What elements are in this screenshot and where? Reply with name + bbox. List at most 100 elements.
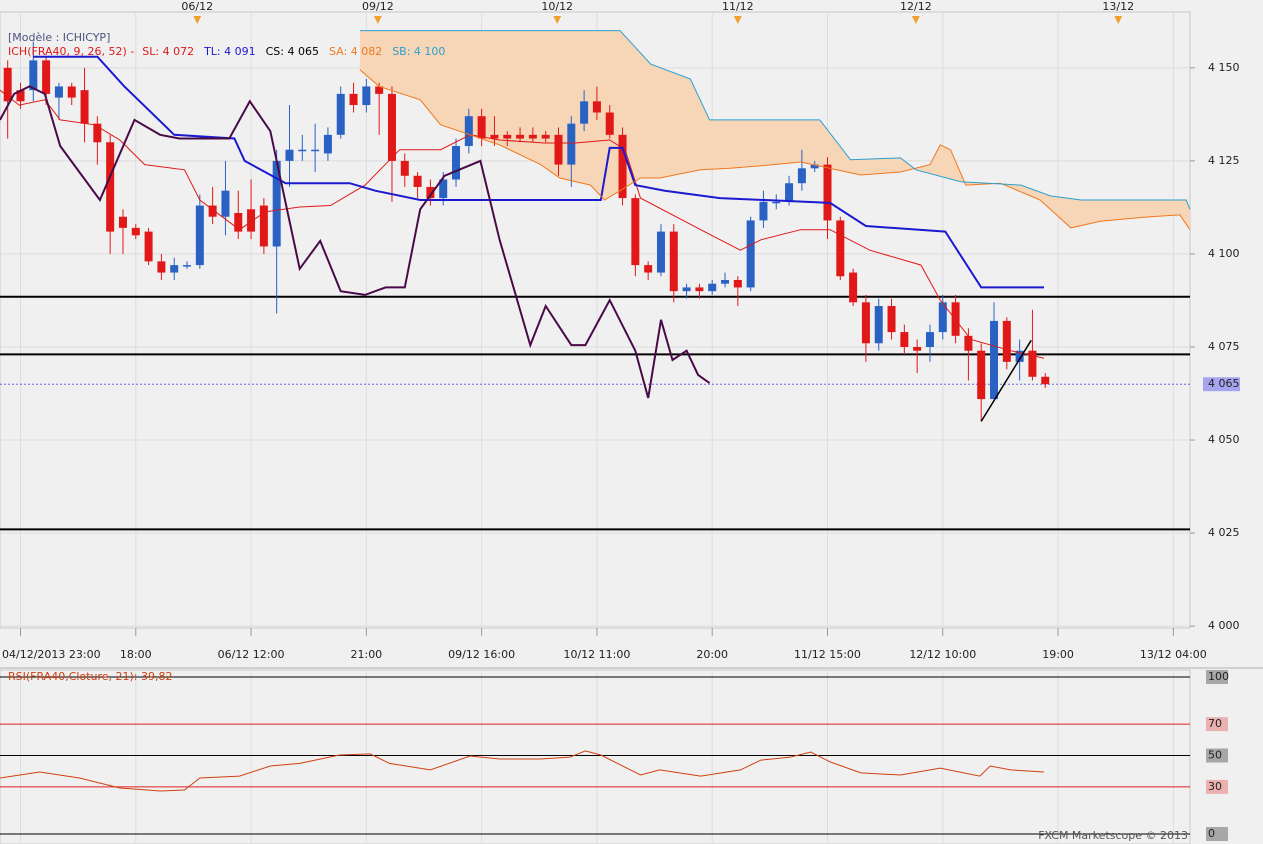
candle-body (439, 179, 448, 199)
candle-body (759, 201, 768, 221)
candle-body (644, 265, 653, 273)
candle-body (323, 134, 332, 154)
x-tick-label: 09/12 16:00 (448, 648, 515, 661)
indicator-line (33, 55, 1044, 289)
top-date-label: 13/12 (1102, 0, 1134, 13)
candle-body (746, 220, 755, 288)
candle-body (170, 265, 179, 273)
candle-body (362, 86, 371, 106)
candle-body (349, 93, 358, 106)
candle-body (285, 149, 294, 161)
x-tick-label: 21:00 (350, 648, 382, 661)
candle-body (413, 175, 422, 187)
candle-body (375, 86, 384, 94)
candle-body (516, 134, 525, 139)
candle-body (964, 335, 973, 351)
candle-body (54, 86, 63, 98)
y-tick-label: 4 075 (1208, 340, 1240, 353)
chart-subtitle: ICH(FRA40, 9, 26, 52) - (8, 45, 134, 58)
candle-body (93, 123, 102, 143)
candle-body (631, 198, 640, 266)
indicator-line (0, 85, 711, 399)
y-tick-box (1206, 717, 1228, 732)
top-date-label: 10/12 (541, 0, 573, 13)
candle-body (3, 67, 12, 102)
x-tick-label: 13/12 04:00 (1140, 648, 1207, 661)
top-date-marker (553, 16, 562, 24)
y-tick-label: 70 (1208, 717, 1222, 730)
x-tick-label: 11/12 15:00 (794, 648, 861, 661)
candle-body (259, 205, 268, 247)
y-tick-label: 30 (1208, 780, 1222, 793)
top-date-label: 11/12 (722, 0, 754, 13)
candle-body (464, 116, 473, 146)
candle-body (567, 123, 576, 165)
candle-body (106, 142, 115, 232)
candle-body (234, 212, 243, 232)
legend-entry: SB: 4 100 (392, 45, 445, 58)
candle-body (618, 134, 627, 199)
top-date-marker (911, 16, 920, 24)
y-tick-label: 4 000 (1208, 619, 1240, 632)
candle-body (477, 116, 486, 139)
y-tick-box (1206, 748, 1228, 763)
candle-body (80, 90, 89, 124)
candle-body (1041, 376, 1050, 385)
candle-body (42, 60, 51, 94)
candle-body (528, 134, 537, 139)
candle-body (311, 149, 320, 152)
candle-body (503, 134, 512, 139)
candle-body (797, 168, 806, 184)
y-tick-label: 4 150 (1208, 61, 1240, 74)
candle-body (887, 306, 896, 333)
top-date-marker (1114, 16, 1123, 24)
candle-body (900, 332, 909, 347)
y-tick-label: 4 050 (1208, 433, 1240, 446)
candle-body (913, 346, 922, 351)
candle-body (541, 134, 550, 139)
candle-body (131, 227, 140, 236)
candle-body (400, 160, 409, 176)
y-tick-label: 4 125 (1208, 154, 1240, 167)
y-tick-box (1206, 779, 1228, 794)
candle-body (221, 190, 230, 217)
last-price-label: 4 065 (1208, 377, 1240, 390)
candle-body (990, 320, 999, 400)
candle-body (272, 160, 281, 247)
candle-body (605, 112, 614, 135)
candle-body (157, 261, 166, 273)
candle-body (861, 302, 870, 344)
x-tick-label: 10/12 11:00 (563, 648, 630, 661)
candle-body (118, 216, 127, 228)
candle-body (195, 205, 204, 266)
candle-body (387, 93, 396, 161)
top-date-label: 06/12 (181, 0, 213, 13)
candle-body (554, 134, 563, 165)
x-tick-label: 04/12/2013 23:00 (2, 648, 101, 661)
top-date-label: 12/12 (900, 0, 932, 13)
candle-body (733, 279, 742, 288)
rsi-plot-area (0, 669, 1191, 844)
legend-entry: SL: 4 072 (142, 45, 194, 58)
candle-body (1002, 320, 1011, 362)
y-tick-box (1206, 827, 1228, 841)
candle-body (721, 279, 730, 284)
candle-body (208, 205, 217, 217)
candle-body (849, 272, 858, 303)
candle-body (656, 231, 665, 273)
y-tick-label: 4 100 (1208, 247, 1240, 260)
y-tick-label: 4 025 (1208, 526, 1240, 539)
candle-body (695, 287, 704, 292)
legend-entry: TL: 4 091 (203, 45, 256, 58)
candle-body (336, 93, 345, 135)
candle-body (16, 90, 25, 102)
x-tick-label: 12/12 10:00 (909, 648, 976, 661)
last-price-box (1203, 377, 1240, 392)
top-date-marker (373, 16, 382, 24)
legend-entry: SA: 4 082 (329, 45, 382, 58)
y-tick-label: 0 (1208, 827, 1215, 840)
legend-entry: CS: 4 065 (266, 45, 319, 58)
y-tick-label: 50 (1208, 749, 1222, 762)
